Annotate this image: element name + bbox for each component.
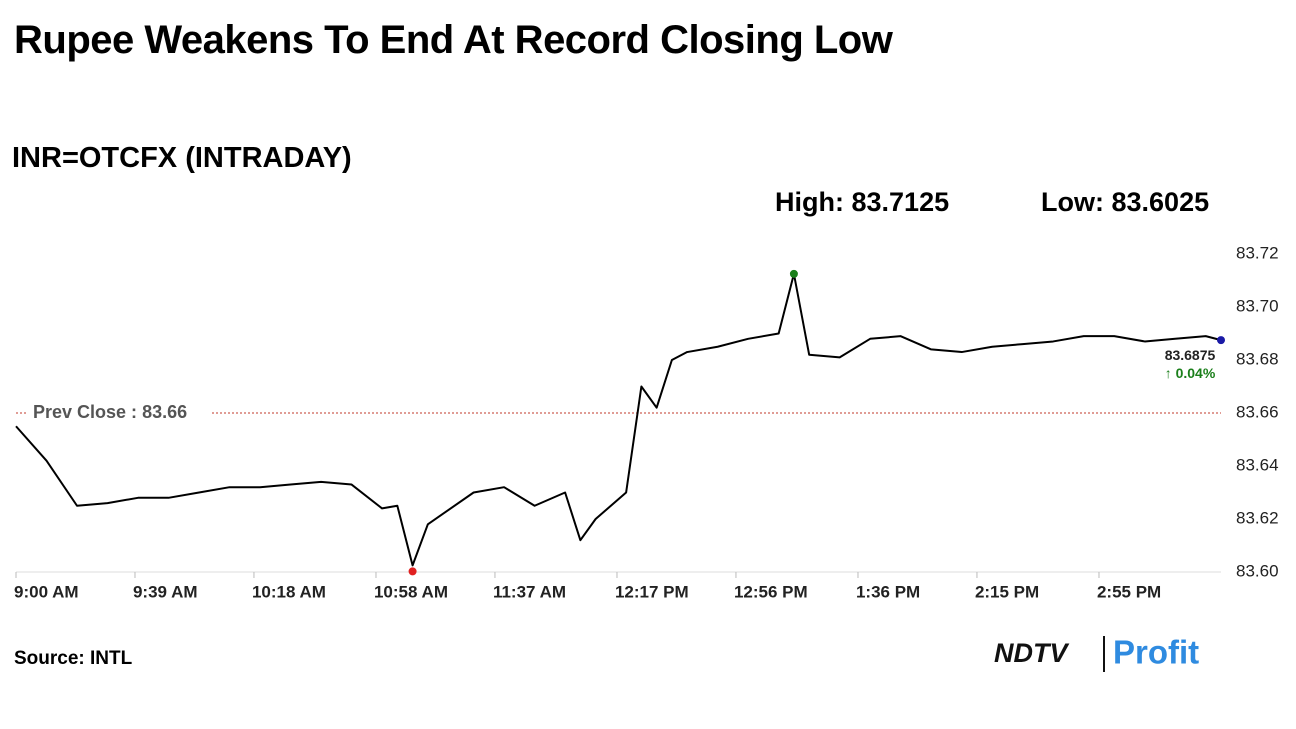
y-tick-label: 83.62 [1236, 508, 1279, 527]
y-tick-label: 83.68 [1236, 349, 1279, 368]
low-label-text: Low: [1041, 187, 1104, 217]
x-tick-label: 10:58 AM [374, 582, 448, 601]
low-label: Low: 83.6025 [1041, 187, 1209, 217]
high-marker [789, 269, 798, 278]
y-tick-label: 83.72 [1236, 243, 1279, 262]
last-marker [1217, 336, 1225, 345]
logo-right: Profit [1113, 634, 1199, 671]
high-label-text: High: [775, 187, 844, 217]
prev-close-value: 83.66 [142, 402, 187, 422]
y-tick-label: 83.66 [1236, 402, 1279, 421]
chart-subtitle: INR=OTCFX (INTRADAY) [12, 142, 352, 174]
last-change: ↑ 0.04% [1165, 365, 1216, 381]
x-tick-label: 9:00 AM [14, 582, 79, 601]
x-tick-label: 11:37 AM [493, 582, 566, 601]
chart-title: Rupee Weakens To End At Record Closing L… [14, 18, 893, 62]
source: Source: INTL [14, 648, 133, 669]
x-tick-label: 10:18 AM [252, 582, 326, 601]
x-tick-label: 2:55 PM [1097, 582, 1161, 601]
x-tick-label: 9:39 AM [133, 582, 198, 601]
low-value: 83.6025 [1112, 187, 1210, 217]
x-tick-label: 1:36 PM [856, 582, 920, 601]
price-line [15, 272, 1222, 567]
prev-close-text: Prev Close : [33, 402, 137, 422]
x-tick-label: 2:15 PM [975, 582, 1039, 601]
prev-close-label: Prev Close : 83.66 [33, 402, 187, 422]
logo-left: NDTV [994, 638, 1069, 668]
y-tick-label: 83.64 [1236, 455, 1279, 474]
y-tick-label: 83.70 [1236, 296, 1279, 315]
low-marker [408, 567, 417, 576]
last-bg [1156, 346, 1224, 383]
high-label: High: 83.7125 [775, 187, 949, 217]
last-value: 83.6875 [1165, 347, 1216, 363]
x-tick-label: 12:56 PM [734, 582, 808, 601]
y-tick-label: 83.60 [1236, 561, 1279, 580]
x-tick-label: 12:17 PM [615, 582, 689, 601]
prev-close-bg [28, 401, 210, 423]
high-value: 83.7125 [852, 187, 950, 217]
